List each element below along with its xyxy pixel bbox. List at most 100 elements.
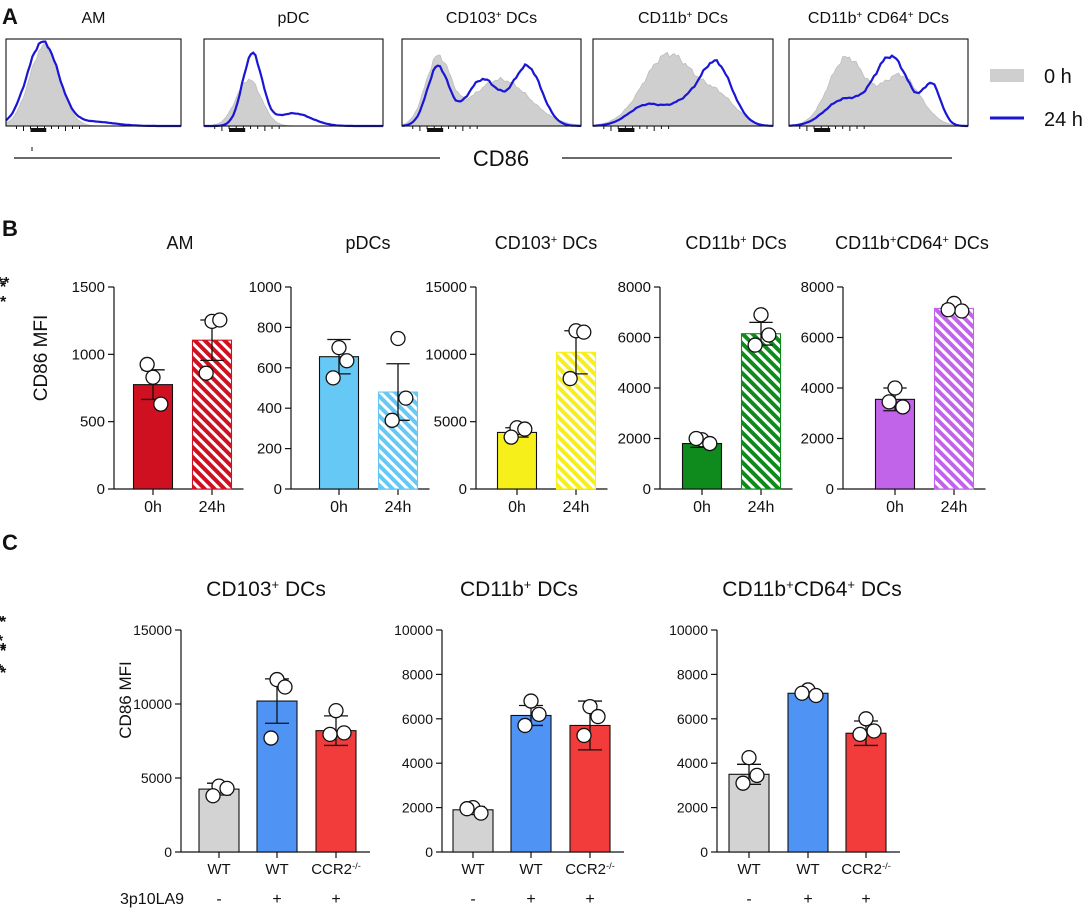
bar-chart-title-c-2-tail2: DCs [855,578,902,601]
bar-chart-title-b-4-main: CD11b [835,233,890,253]
histogram-frame [401,38,582,127]
y-tick-label: 0 [164,844,172,860]
legend-label-24h: 24 h [1044,109,1083,131]
y-tick-label: 10000 [133,696,172,712]
histogram-24h-line [788,54,968,128]
panel-label-a: A [2,4,18,29]
y-tick-label: 2000 [402,800,433,816]
y-tick-label: 10000 [425,346,467,363]
y-tick-label: 800 [257,319,282,336]
bar-chart-title-c-1-tail: DCs [531,578,578,601]
bar-chart-title-b-4-sup2: + [942,234,949,246]
bar-chart-title-c-0: CD103+ DCs [206,577,326,602]
bar-chart-title-b-3: CD11b+ DCs [685,233,786,253]
significance-stars: ** [0,294,7,311]
bar-0 [681,442,723,490]
panel-b-ylabel: CD86 MFI [31,315,52,402]
data-point [794,685,810,701]
y-tick-label: 2000 [618,431,651,448]
histogram-frame [5,38,182,127]
panel-c-bar-charts: 050001000015000WT-WT+CCR2-/-+****CD103+ … [0,577,902,909]
data-point [576,324,592,340]
histogram-zero-mark [618,128,635,132]
x-category-label-base: CCR2 [565,861,606,878]
y-tick-label: 15000 [425,279,467,296]
data-point [336,725,352,741]
significance-stars: ** [0,641,7,658]
bar-chart-title-b-3-sup: + [740,234,747,246]
y-tick-label: 6000 [677,711,708,727]
data-point [339,353,355,369]
bar-chart-title-c-2: CD11b+CD64+ DCs [722,577,901,602]
x-category-label: CCR2-/- [565,861,615,878]
bar-2 [315,730,357,853]
significance-stars: * [0,633,4,650]
histogram-0: AM [5,10,182,132]
x-category-label: 24h [199,499,226,516]
bar-chart-title-c-2-sup: + [786,577,794,592]
bar-1 [787,692,829,853]
y-tick-label: 600 [257,360,282,377]
bar-1 [933,307,975,490]
y-tick-label: 8000 [402,666,433,682]
bar-1 [191,339,233,490]
y-tick-label: 0 [274,481,282,498]
data-point [866,723,882,739]
y-tick-label: 6000 [618,330,651,347]
histogram-zero-mark [30,128,47,132]
significance-stars: ** [0,614,7,631]
histogram-title-4-main: CD11b [808,10,857,27]
bar-chart-title-b-4-tail2: DCs [949,233,989,253]
histogram-zero-mark [427,128,444,132]
treatment-sign: + [803,891,812,908]
data-point [219,780,235,797]
data-point [590,708,606,725]
y-tick-label: 500 [80,414,105,431]
significance-stars: ** [0,279,7,296]
histogram-0h-area [401,54,582,127]
bar-chart-title-c-1-sup: + [524,577,532,592]
x-category-label-sup: -/- [352,861,361,871]
data-point [753,307,769,323]
histogram-title-4-sup: + [857,10,863,21]
x-category-label: WT [737,861,760,878]
x-category-label: 0h [693,499,711,516]
y-tick-label: 0 [97,481,105,498]
data-point [205,788,221,804]
histogram-title-1-main: pDC [277,10,309,27]
histogram-title-0-main: AM [82,10,106,27]
histogram-title-2: CD103+ DCs [446,10,537,28]
cd86-axis-label: CD86 [473,146,529,171]
histogram-title-3-main: CD11b [638,10,687,27]
data-point [741,750,757,766]
bar-chart-title-c-2-sup2: + [847,577,855,592]
histogram-title-3-sup: + [687,10,693,21]
histogram-title-4: CD11b+ CD64+ DCs [808,10,949,28]
data-point [749,767,765,784]
histogram-2: CD103+ DCs [401,10,582,132]
data-point [459,801,475,817]
y-tick-label: 5000 [141,770,172,786]
histogram-frame [788,38,969,127]
significance-stars: * [0,614,4,631]
data-point [384,412,400,428]
histogram-title-4-tail2: DCs [914,10,950,27]
significance-stars: *** [0,275,10,292]
data-point [328,703,344,719]
y-tick-label: 0 [826,481,834,498]
bar-chart-title-c-2-main: CD11b [722,578,786,601]
data-point [325,370,341,386]
data-point [277,679,293,695]
significance-stars: ** [0,665,7,682]
treatment-sign: - [470,891,475,908]
data-point [852,726,868,742]
bar-chart-title-b-4-tail: CD64 [896,233,942,253]
data-point [212,312,228,328]
histogram-title-3-tail: DCs [692,10,728,27]
x-category-label: WT [207,861,230,878]
y-tick-label: 0 [459,481,467,498]
